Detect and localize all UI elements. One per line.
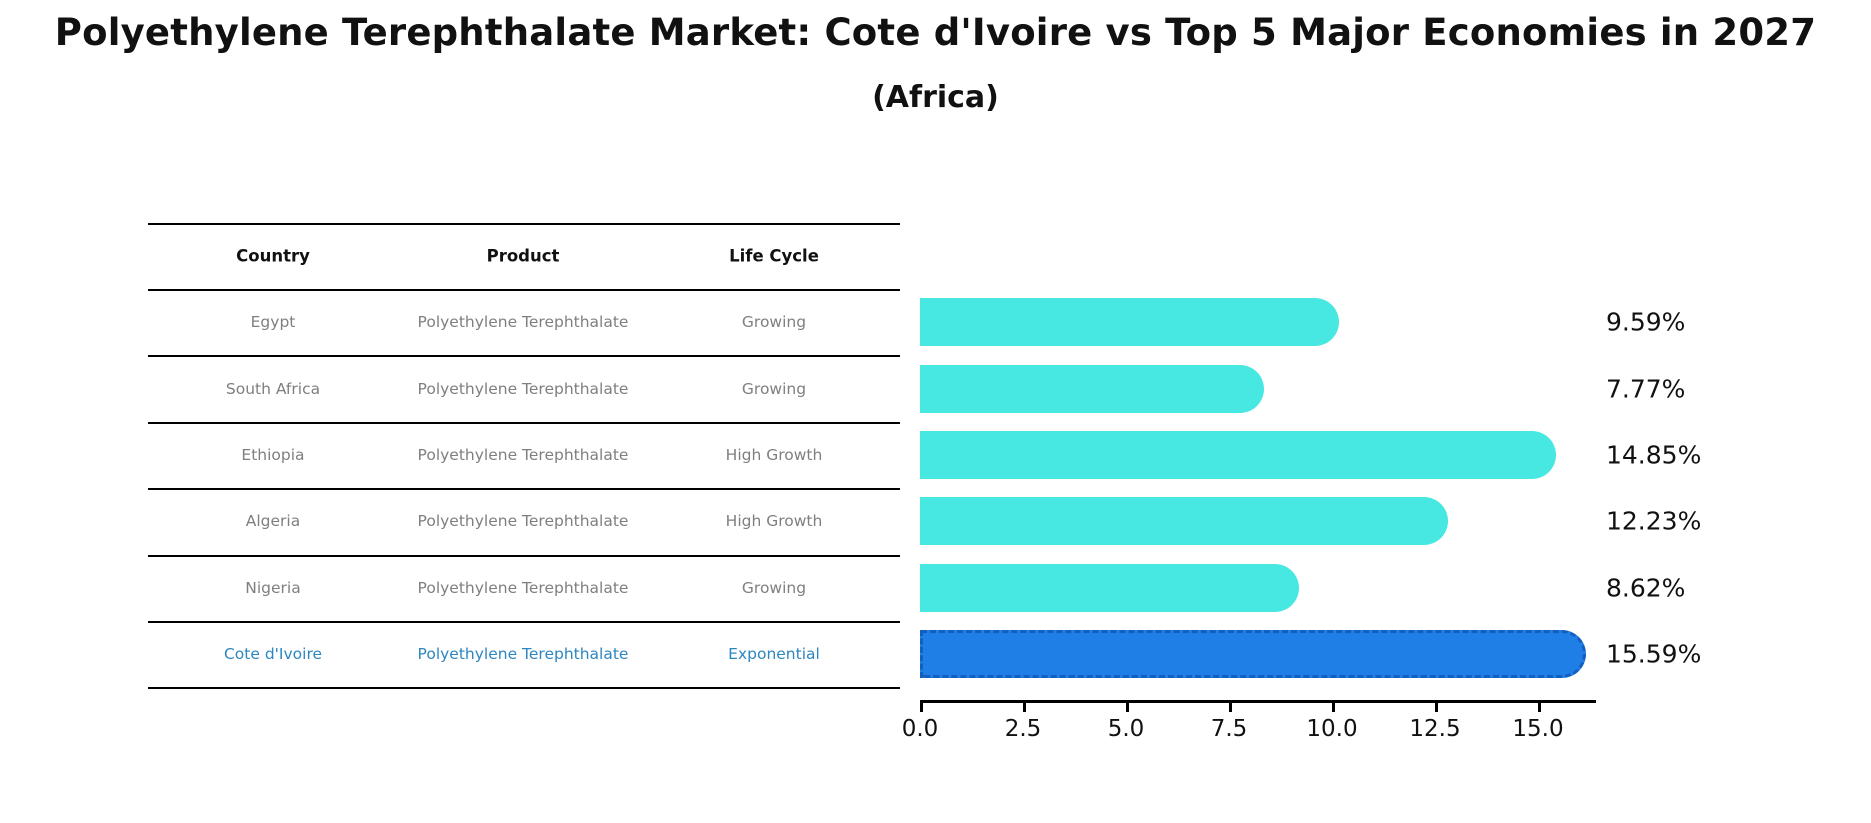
- cell-life-cycle: High Growth: [725, 512, 823, 531]
- cell-product: Polyethylene Terephthalate: [417, 446, 629, 464]
- table-header-life-cycle: Life Cycle: [729, 246, 819, 266]
- cell-country: Algeria: [245, 512, 301, 531]
- bar: [920, 497, 1448, 546]
- x-axis-tick: [1229, 702, 1232, 712]
- cell-country: Egypt: [250, 313, 296, 332]
- value-label: 15.59%: [1606, 639, 1702, 669]
- table-line: [148, 421, 900, 424]
- chart-subtitle: (Africa): [872, 80, 999, 115]
- table-line: [148, 621, 900, 623]
- cell-life-cycle: Exponential: [728, 645, 820, 664]
- table-line: [148, 488, 900, 491]
- table-line: [148, 289, 900, 291]
- x-axis-line: [920, 700, 1596, 703]
- x-axis-tick-label: 0.0: [901, 716, 939, 742]
- x-axis-tick-label: 7.5: [1210, 716, 1248, 742]
- x-axis-tick: [1023, 702, 1026, 712]
- value-label: 8.62%: [1606, 573, 1686, 603]
- x-axis-tick-label: 10.0: [1306, 716, 1358, 742]
- cell-country: Nigeria: [245, 578, 301, 597]
- table-line: [148, 687, 900, 690]
- x-axis-tick-label: 12.5: [1409, 716, 1461, 742]
- table-header-country: Country: [236, 246, 310, 266]
- bar: [920, 298, 1340, 347]
- cell-product: Polyethylene Terephthalate: [417, 645, 629, 664]
- chart-title: Polyethylene Terephthalate Market: Cote …: [54, 11, 1817, 54]
- cell-country: South Africa: [225, 379, 321, 398]
- x-axis-tick: [1538, 702, 1541, 712]
- cell-product: Polyethylene Terephthalate: [417, 578, 629, 597]
- highlight-bar: [920, 630, 1587, 679]
- cell-life-cycle: Growing: [741, 379, 807, 398]
- value-label: 7.77%: [1606, 374, 1686, 404]
- bar: [920, 431, 1556, 479]
- cell-life-cycle: Growing: [741, 313, 807, 332]
- value-label: 9.59%: [1606, 307, 1686, 337]
- x-axis-tick-label: 2.5: [1004, 716, 1042, 742]
- x-axis-tick-label: 15.0: [1512, 716, 1564, 742]
- cell-life-cycle: High Growth: [725, 446, 823, 464]
- x-axis-tick: [1332, 702, 1335, 712]
- cell-life-cycle: Growing: [741, 578, 807, 597]
- cell-country: Cote d'Ivoire: [223, 645, 323, 664]
- x-axis-tick: [1435, 702, 1438, 712]
- cell-country: Ethiopia: [241, 446, 305, 464]
- cell-product: Polyethylene Terephthalate: [417, 512, 629, 531]
- x-axis-tick-label: 5.0: [1107, 716, 1145, 742]
- value-label: 12.23%: [1606, 506, 1702, 536]
- x-axis-tick: [1126, 702, 1129, 712]
- table-line: [148, 223, 900, 225]
- table-header-product: Product: [486, 246, 560, 266]
- cell-product: Polyethylene Terephthalate: [417, 313, 629, 332]
- table-line: [148, 554, 900, 557]
- cell-product: Polyethylene Terephthalate: [417, 379, 629, 398]
- bar: [920, 563, 1300, 612]
- bar: [920, 364, 1265, 413]
- value-label: 14.85%: [1606, 440, 1702, 470]
- table-line: [148, 355, 900, 358]
- x-axis-tick: [920, 702, 923, 712]
